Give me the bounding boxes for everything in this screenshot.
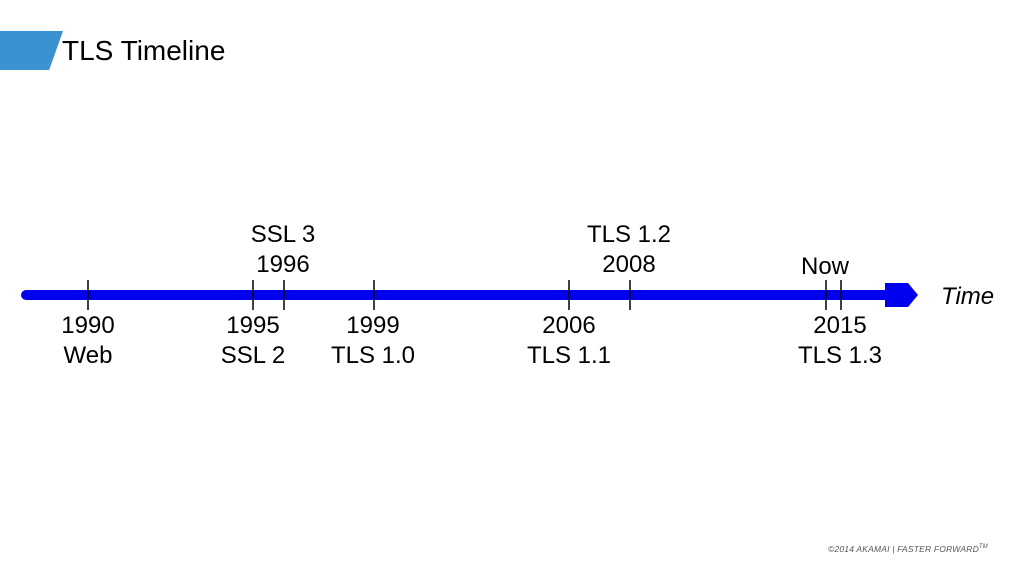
- event-label-ssl3: SSL 3 1996: [251, 220, 316, 280]
- time-axis-label: Time: [941, 283, 995, 310]
- event-year: 2015: [813, 312, 867, 339]
- event-label-web: 1990 Web: [61, 311, 114, 371]
- event-label-tls13: 2015 TLS 1.3: [798, 311, 882, 371]
- event-label-tls10: 1999 TLS 1.0: [331, 311, 415, 371]
- trademark-mark: TM: [978, 544, 988, 551]
- footer-text: ©2014 AKAMAI | FASTER FORWARD: [827, 544, 979, 554]
- event-name: TLS 1.2: [586, 221, 672, 248]
- event-year: 2008: [602, 251, 656, 278]
- event-label-tls12: TLS 1.2 2008: [587, 220, 671, 280]
- event-name: SSL 3: [250, 221, 316, 248]
- event-name: TLS 1.1: [526, 342, 612, 369]
- event-year: 1995: [226, 312, 280, 339]
- event-year: 1999: [346, 312, 400, 339]
- event-name: Web: [63, 342, 113, 369]
- timeline-arrowhead: [885, 283, 918, 307]
- event-name: TLS 1.3: [797, 342, 883, 369]
- now-label: Now: [800, 253, 850, 280]
- event-year: 2006: [542, 312, 596, 339]
- event-label-ssl2: 1995 SSL 2: [221, 311, 286, 371]
- event-year: 1996: [256, 251, 310, 278]
- slide-title: TLS Timeline: [62, 35, 226, 66]
- event-name: SSL 2: [220, 342, 286, 369]
- event-label-tls11: 2006 TLS 1.1: [527, 311, 611, 371]
- event-year: 1990: [61, 312, 115, 339]
- event-name: TLS 1.0: [330, 342, 416, 369]
- footer-copyright: ©2014 AKAMAI | FASTER FORWARDTM: [828, 544, 988, 554]
